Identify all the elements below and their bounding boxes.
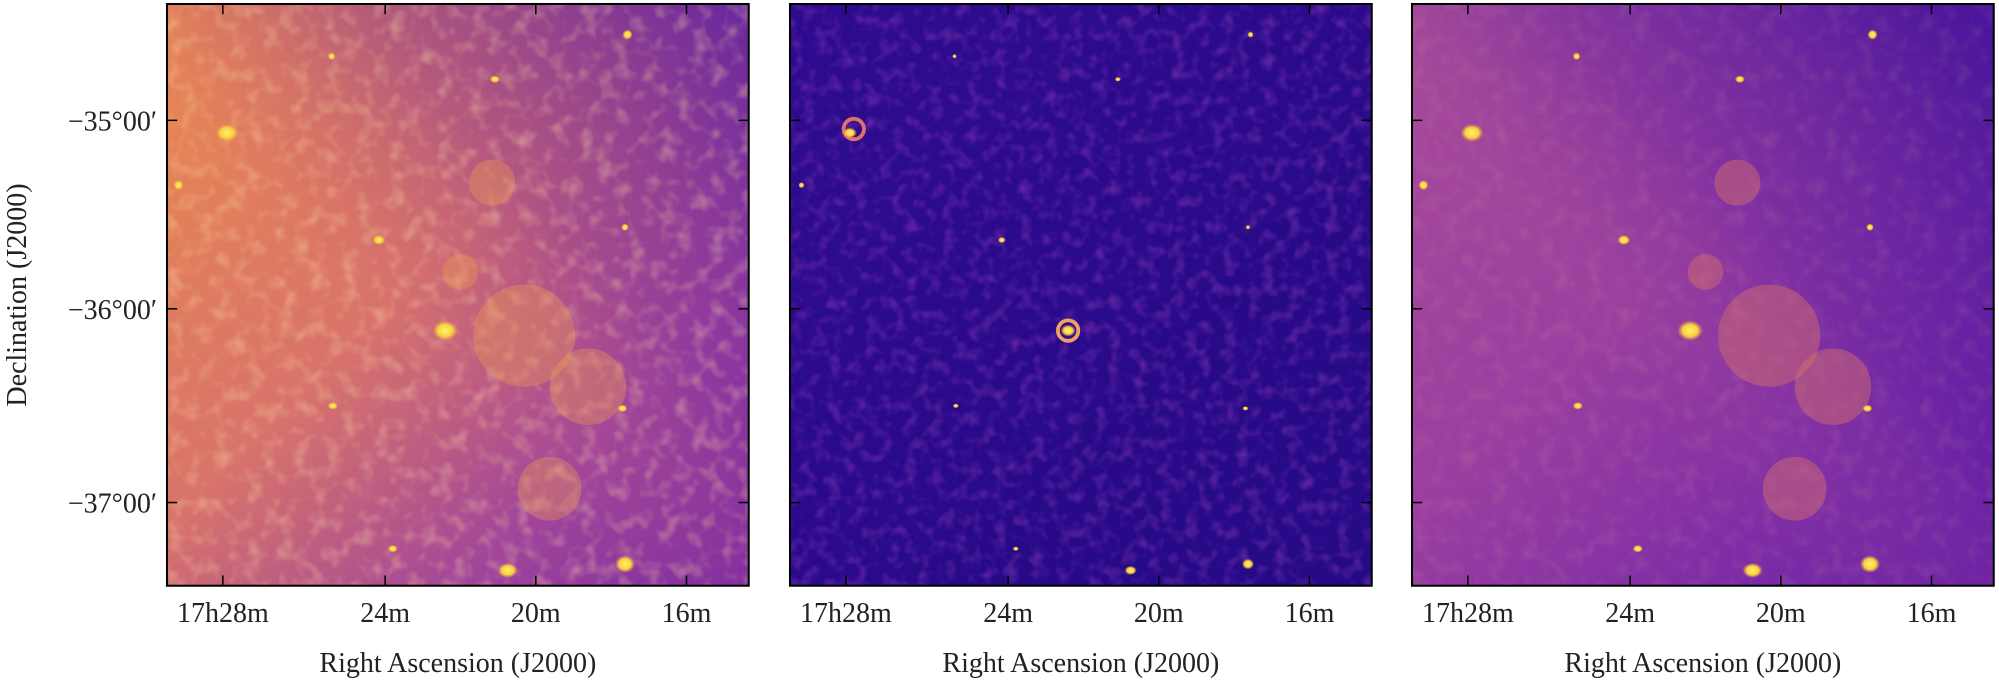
- point-source: [1247, 31, 1254, 38]
- point-source: [1859, 555, 1881, 573]
- extended-emission: [473, 284, 576, 387]
- image-noise: [1412, 4, 1994, 586]
- extended-emission: [517, 456, 582, 521]
- point-source: [1734, 75, 1745, 84]
- point-source: [432, 320, 458, 341]
- image-panel: [1410, 2, 1995, 587]
- x-axis-label: Right Ascension (J2000): [942, 648, 1219, 679]
- point-source: [1460, 123, 1484, 142]
- x-tick-label: 16m: [1907, 598, 1957, 629]
- x-tick-label: 16m: [1285, 598, 1335, 629]
- remnant: [1055, 318, 1081, 343]
- x-tick-label: 17h28m: [1422, 598, 1514, 629]
- point-source: [1677, 320, 1703, 341]
- y-tick-label: −36°00′: [68, 295, 157, 326]
- point-source: [1632, 544, 1643, 553]
- panel-frame: [165, 2, 750, 587]
- x-tick-label: 16m: [662, 598, 712, 629]
- x-tick-label: 20m: [1756, 598, 1806, 629]
- x-tick-label: 20m: [1134, 598, 1184, 629]
- extended-emission: [1794, 348, 1872, 425]
- point-source: [1862, 404, 1873, 413]
- remnant: [841, 116, 866, 142]
- x-tick-label: 24m: [360, 598, 410, 629]
- point-source: [1245, 224, 1251, 230]
- point-source: [614, 555, 636, 573]
- point-source: [173, 180, 184, 191]
- point-source: [622, 29, 633, 40]
- image-panel: [788, 2, 1373, 587]
- panel-frame: [1410, 2, 1995, 587]
- y-tick-label: −35°00′: [68, 106, 157, 137]
- point-source: [952, 54, 957, 59]
- point-source: [215, 123, 239, 142]
- point-source: [387, 544, 398, 553]
- point-source: [327, 402, 338, 410]
- extended-emission: [549, 348, 627, 425]
- x-tick-label: 17h28m: [800, 598, 892, 629]
- extended-emission: [1718, 284, 1821, 387]
- point-source: [617, 404, 628, 413]
- extended-emission: [1714, 159, 1761, 206]
- point-source: [372, 234, 386, 246]
- point-source: [1572, 402, 1583, 410]
- y-tick-label: −37°00′: [68, 489, 157, 520]
- image-panel: [165, 2, 750, 587]
- extended-emission: [442, 254, 479, 290]
- x-tick-label: 24m: [983, 598, 1033, 629]
- x-axis-label: Right Ascension (J2000): [1564, 648, 1841, 679]
- panel-frame: [788, 2, 1373, 587]
- point-source: [1866, 223, 1874, 232]
- point-source: [1867, 29, 1878, 40]
- x-axis-label: Right Ascension (J2000): [319, 648, 596, 679]
- point-source: [489, 75, 500, 84]
- point-source: [1060, 324, 1076, 337]
- x-tick-label: 17h28m: [177, 598, 269, 629]
- point-source: [798, 182, 805, 189]
- point-source: [1114, 76, 1121, 82]
- point-source: [621, 223, 629, 232]
- extended-emission: [469, 159, 516, 206]
- point-source: [1617, 234, 1631, 246]
- image-noise: [167, 4, 749, 586]
- extended-emission: [1762, 456, 1827, 521]
- point-source: [997, 236, 1006, 244]
- point-source: [952, 403, 959, 409]
- point-source: [497, 562, 518, 579]
- point-source: [1241, 558, 1255, 570]
- extended-emission: [1687, 254, 1724, 290]
- image-noise: [790, 4, 1372, 586]
- point-source: [1418, 180, 1429, 191]
- point-source: [1012, 546, 1019, 552]
- point-source: [1242, 406, 1249, 411]
- point-source: [327, 52, 336, 61]
- x-tick-label: 20m: [511, 598, 561, 629]
- point-source: [843, 127, 857, 139]
- point-source: [1124, 565, 1137, 576]
- x-tick-label: 24m: [1605, 598, 1655, 629]
- point-source: [1572, 52, 1581, 61]
- y-axis-label: Declination (J2000): [2, 183, 33, 406]
- point-source: [1742, 562, 1763, 579]
